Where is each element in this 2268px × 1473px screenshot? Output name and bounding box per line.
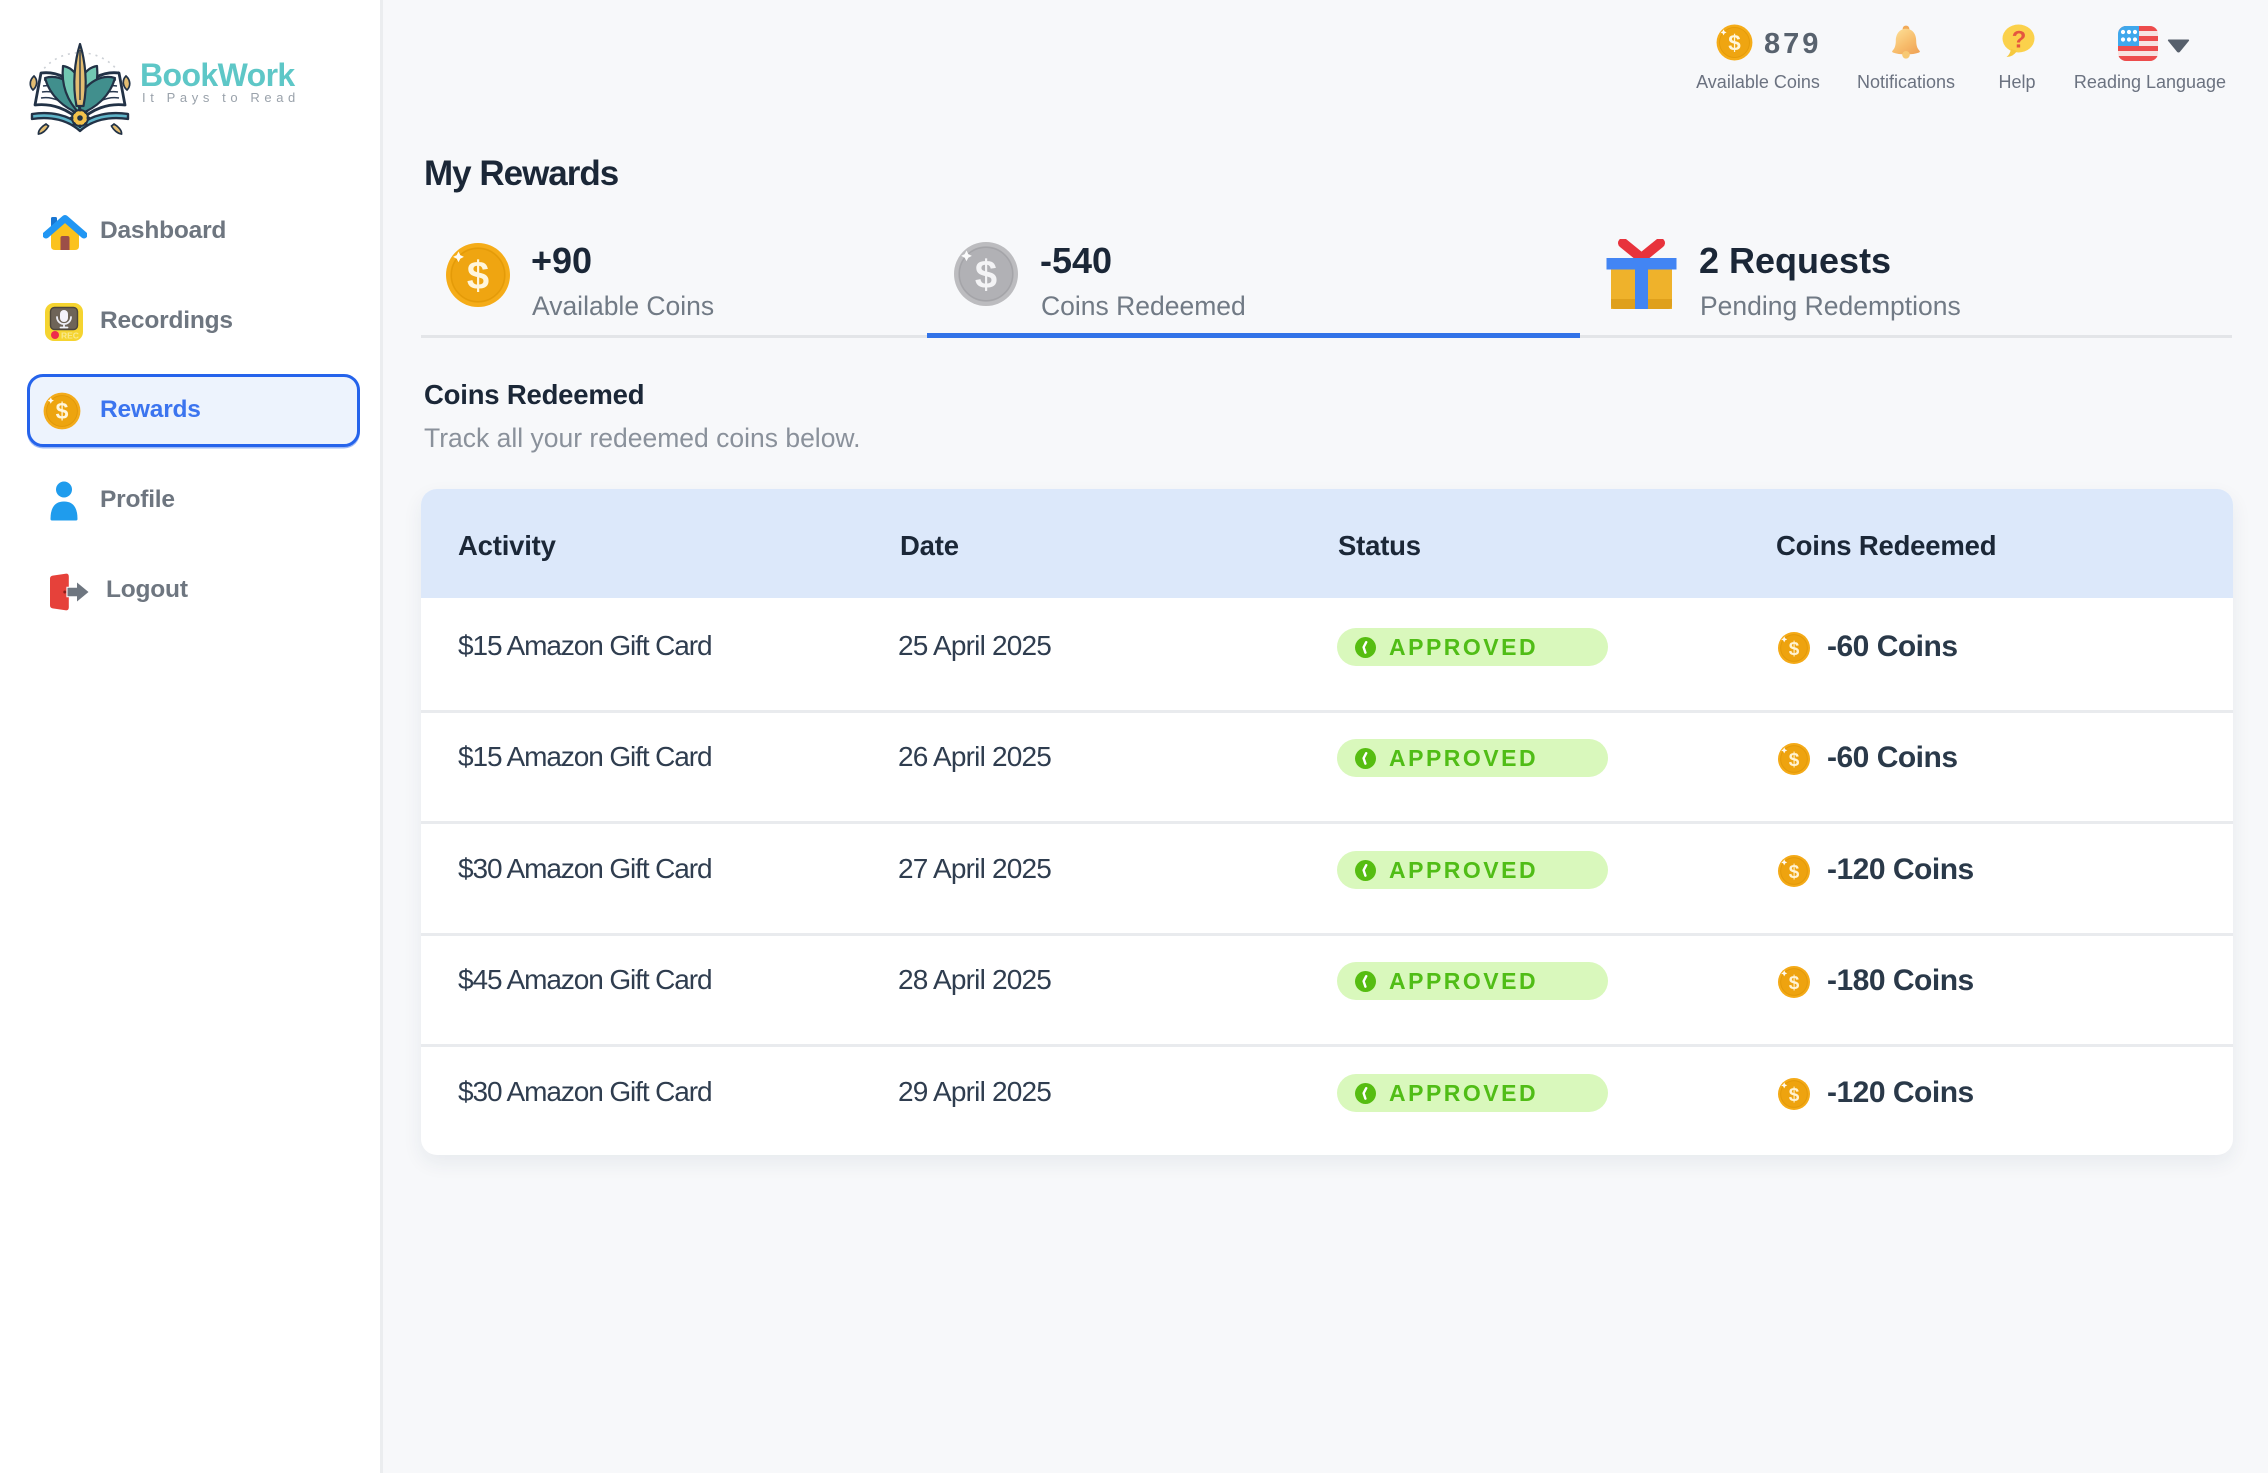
svg-text:REC: REC (61, 331, 79, 341)
svg-text:$: $ (1789, 1085, 1800, 1106)
svg-text:$: $ (975, 253, 997, 297)
svg-text:$: $ (1789, 973, 1800, 994)
svg-text:$: $ (467, 254, 489, 298)
svg-text:$: $ (56, 398, 69, 424)
svg-text:$: $ (1789, 862, 1800, 883)
svg-text:$: $ (1789, 750, 1800, 771)
svg-text:$: $ (1789, 639, 1800, 660)
svg-text:?: ? (2012, 27, 2027, 54)
svg-text:$: $ (1728, 30, 1741, 55)
